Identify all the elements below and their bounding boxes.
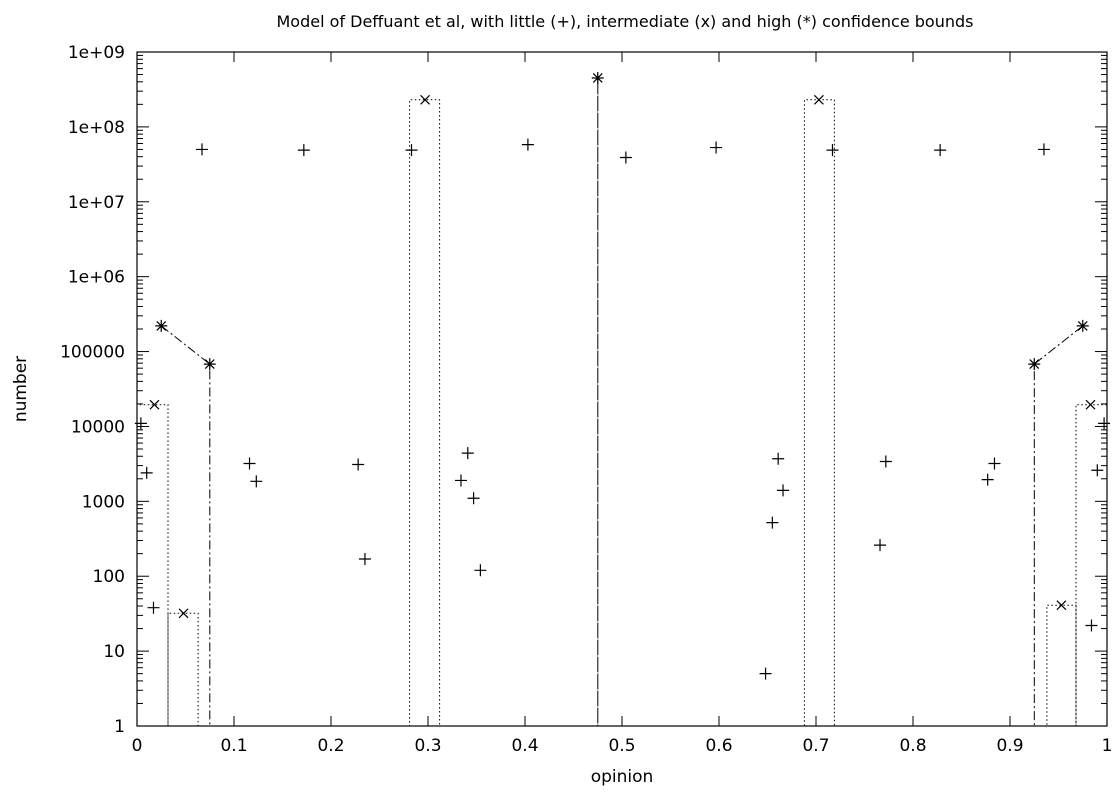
data-markers [134, 71, 1111, 680]
y-tick-label: 1e+09 [68, 43, 125, 63]
y-axis-label: number [11, 356, 31, 422]
star-point [1028, 358, 1041, 371]
plus-point [619, 151, 632, 164]
y-tick-label: 100000 [60, 343, 125, 363]
y-tick-label: 1e+08 [68, 118, 125, 138]
cross-point [149, 399, 160, 410]
plus-point [766, 516, 779, 529]
series-star-line [160, 78, 1084, 727]
y-tick-label: 1e+07 [68, 193, 125, 213]
plus-point [710, 141, 723, 154]
plus-point [934, 144, 947, 157]
plus-point [772, 452, 785, 465]
plus-point [874, 539, 887, 552]
plus-point [467, 492, 480, 505]
plus-point [777, 484, 790, 497]
y-axis: 1 10 100 1000 10000 100000 1e+06 1e+07 1e+08 1e+0… [60, 43, 1107, 737]
plus-point [147, 601, 160, 614]
plus-point [140, 466, 153, 479]
plus-point [474, 564, 487, 577]
plus-point [352, 458, 365, 471]
star-point [203, 358, 216, 371]
x-axis: 0 0.1 0.2 0.3 0.4 0.5 0.6 0.7 0.8 0.9 1 [132, 52, 1113, 756]
plus-point [1085, 619, 1098, 632]
plus-point [297, 144, 310, 157]
x-tick-label: 1 [1102, 736, 1113, 756]
cross-point [178, 608, 189, 619]
series-x-steps [136, 99, 1108, 727]
x-tick-label: 0.2 [317, 736, 344, 756]
y-tick-label: 1e+06 [68, 268, 125, 288]
y-tick-label: 10000 [71, 417, 125, 437]
plus-point [358, 552, 371, 565]
plus-point [195, 143, 208, 156]
plot-frame [136, 51, 1108, 727]
plus-point [988, 457, 1001, 470]
x-tick-label: 0.6 [705, 736, 732, 756]
cross-point [420, 94, 431, 105]
plus-point [879, 455, 892, 468]
x-tick-label: 0.9 [996, 736, 1023, 756]
plus-point [243, 457, 256, 470]
x-tick-label: 0.4 [511, 736, 538, 756]
plus-point [1091, 464, 1104, 477]
plus-point [1037, 143, 1050, 156]
x-tick-label: 0.3 [414, 736, 441, 756]
plus-point [1098, 417, 1111, 430]
x-tick-label: 0.5 [608, 736, 635, 756]
plus-point [521, 138, 534, 151]
y-tick-label: 1 [114, 717, 125, 737]
y-tick-label: 100 [93, 567, 125, 587]
x-axis-label: opinion [591, 767, 654, 787]
x-tick-label: 0.1 [220, 736, 247, 756]
x-tick-label: 0.8 [899, 736, 926, 756]
star-point [155, 319, 168, 332]
cross-point [1056, 600, 1067, 611]
plus-point [759, 667, 772, 680]
y-tick-label: 10 [103, 642, 125, 662]
plus-point [981, 473, 994, 486]
y-tick-label: 1000 [82, 492, 125, 512]
plus-point [405, 144, 418, 157]
plus-point [454, 474, 467, 487]
plus-point [461, 447, 474, 460]
cross-point [813, 94, 824, 105]
cross-point [1085, 399, 1096, 410]
star-point [591, 71, 604, 84]
plus-point [250, 475, 263, 488]
series-lines [136, 78, 1108, 727]
star-point [1076, 319, 1089, 332]
x-tick-label: 0.7 [802, 736, 829, 756]
chart-title: Model of Deffuant et al, with little (+)… [277, 12, 974, 31]
x-tick-label: 0 [132, 736, 143, 756]
plus-point [826, 144, 839, 157]
